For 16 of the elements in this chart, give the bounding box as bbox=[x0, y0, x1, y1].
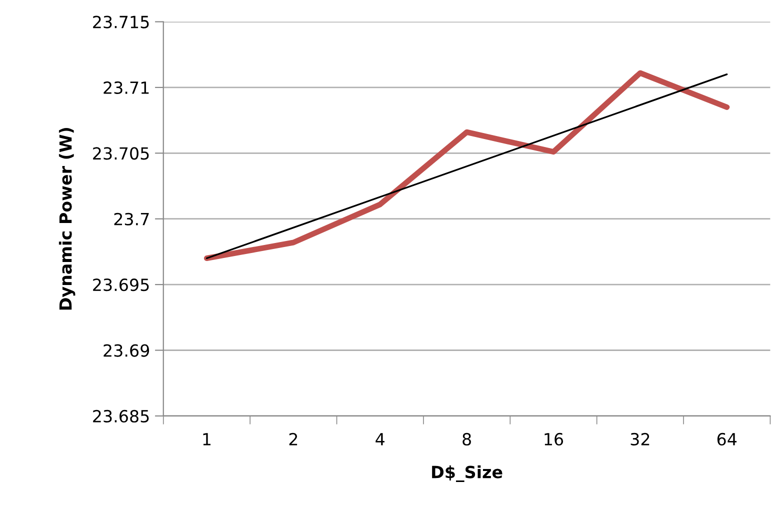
y-tick-label: 23.71 bbox=[104, 81, 149, 94]
y-tick-label: 23.69 bbox=[104, 344, 150, 357]
y-tick-label: 23.7 bbox=[114, 212, 149, 226]
x-tick-label: 2 bbox=[289, 432, 298, 446]
x-axis-title: D$_Size bbox=[432, 465, 502, 482]
x-tick-label: 64 bbox=[717, 432, 737, 446]
x-tick-label: 1 bbox=[203, 433, 210, 446]
y-tick-label: 23.705 bbox=[93, 147, 149, 160]
x-tick-label: 32 bbox=[630, 432, 650, 446]
x-tick-label: 4 bbox=[376, 433, 384, 446]
y-tick-label: 23.685 bbox=[93, 410, 149, 423]
y-axis-title: Dynamic Power (W) bbox=[58, 128, 76, 310]
y-tick-label: 23.695 bbox=[93, 278, 149, 292]
x-tick-label: 8 bbox=[462, 432, 471, 446]
x-tick-label: 16 bbox=[544, 432, 564, 446]
y-tick-label: 23.715 bbox=[93, 16, 149, 28]
